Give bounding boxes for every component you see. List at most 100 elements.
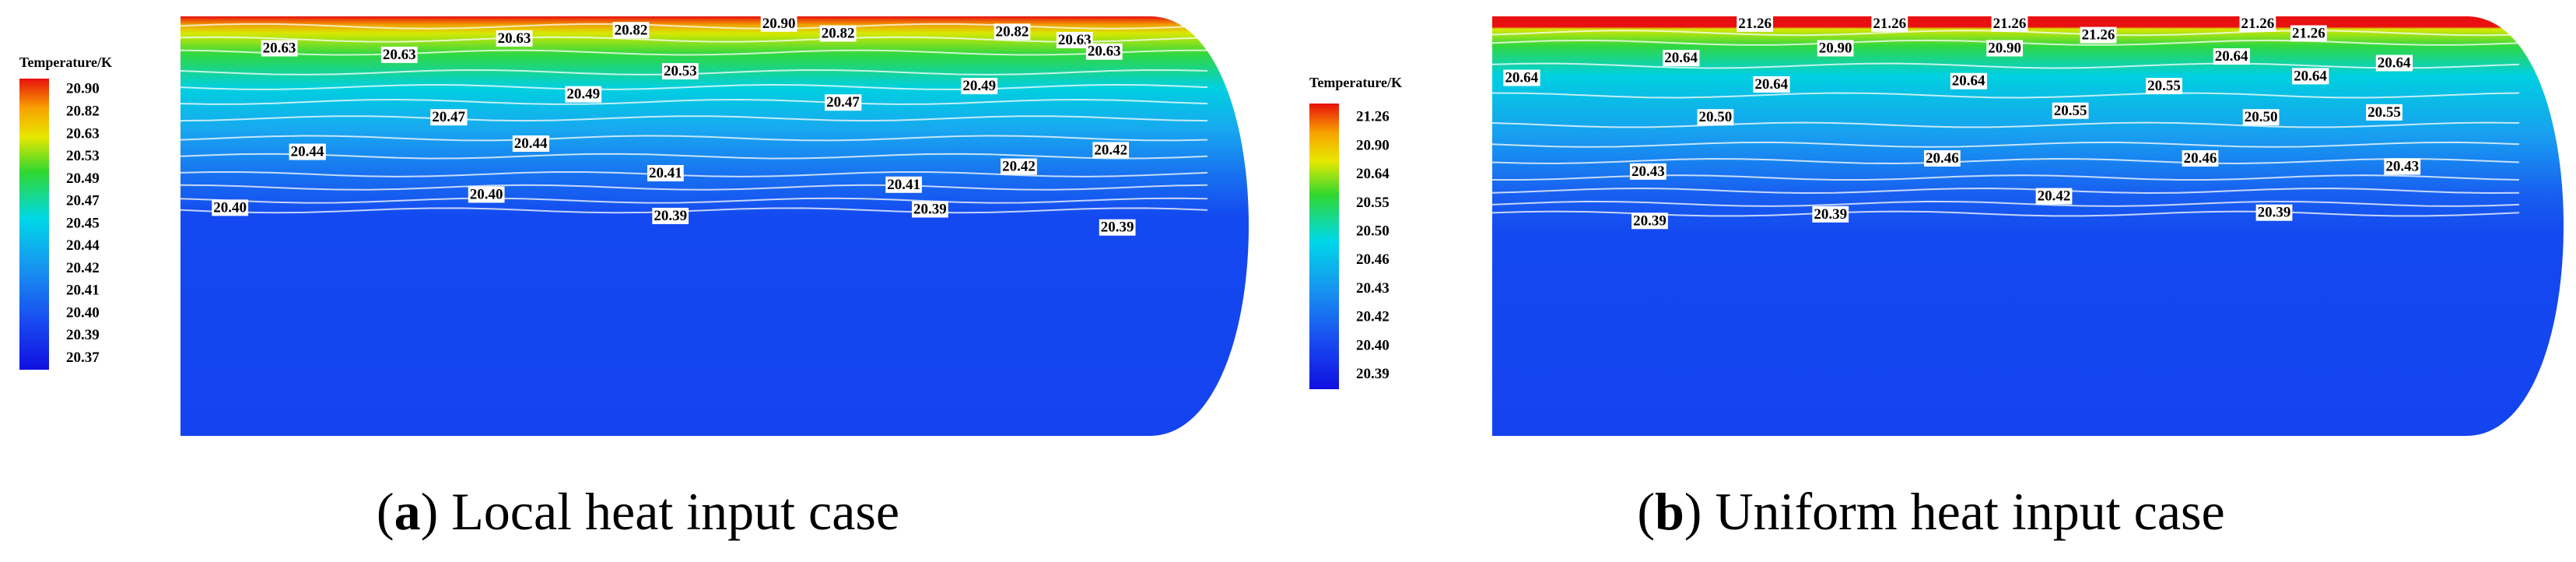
contour-label-group: 21.26 — [2290, 25, 2327, 42]
contour-label-bg — [2052, 102, 2089, 119]
contour-label-group: 20.55 — [2052, 102, 2089, 119]
contour-label-group: 20.47 — [430, 109, 468, 126]
contour-label-group: 20.64 — [2292, 68, 2329, 85]
contour-label-bg — [261, 40, 298, 57]
contour-label-group: 20.63 — [1085, 43, 1123, 60]
colorbar-tick-label: 20.47 — [66, 193, 100, 209]
contour-label: 20.82 — [996, 23, 1029, 40]
caption-part: ( — [377, 482, 394, 541]
colorbar-tick-label: 20.41 — [66, 283, 100, 299]
contour-label: 20.63 — [263, 40, 296, 56]
contour-label-group: 20.46 — [2182, 149, 2219, 167]
contour-label-bg — [652, 207, 689, 224]
colorbar-a — [19, 79, 49, 370]
contour-label-bg — [1092, 142, 1130, 159]
contour-line — [180, 49, 1208, 56]
contour-label-group: 21.26 — [2080, 26, 2117, 44]
contour-label-bg — [1001, 158, 1037, 175]
contour-line — [180, 36, 1208, 43]
contour-label: 21.26 — [2292, 25, 2325, 41]
contour-label-bg — [1085, 43, 1123, 60]
contour-label-bg — [647, 165, 684, 182]
colorbar-tick-label: 20.90 — [66, 81, 100, 97]
contour-label: 20.49 — [566, 86, 600, 103]
contour-label-group: 20.39 — [1099, 219, 1136, 236]
contour-label: 20.41 — [649, 165, 682, 181]
contour-label: 20.40 — [470, 186, 503, 202]
contour-label-bg — [430, 109, 468, 126]
tank-contour-b — [1492, 16, 2564, 436]
colorbar-b — [1309, 104, 1339, 389]
contour-line — [180, 135, 1208, 142]
contour-label: 20.39 — [2258, 205, 2291, 221]
contour-label: 20.39 — [1101, 220, 1134, 236]
contour-label-bg — [1697, 109, 1734, 126]
contour-line — [180, 153, 1208, 160]
contour-label-group: 20.63 — [496, 30, 533, 47]
colorbar-tick-label: 20.90 — [1356, 137, 1390, 153]
colorbar-tick-label: 20.42 — [1356, 309, 1390, 325]
colorbar-tick-label: 20.53 — [66, 148, 100, 164]
contour-label: 20.64 — [2378, 55, 2411, 72]
contour-label-bg — [2375, 54, 2413, 72]
contour-label-bg — [2292, 68, 2329, 85]
contour-label-group: 20.41 — [885, 176, 922, 193]
contour-label-bg — [2242, 109, 2280, 126]
contour-label-bg — [1871, 15, 1908, 32]
contour-label-group: 20.40 — [468, 186, 505, 203]
contour-label-bg — [565, 86, 602, 103]
contour-label-bg — [1631, 213, 1668, 230]
contour-label: 20.50 — [2245, 109, 2278, 125]
contour-label: 21.26 — [1738, 16, 1772, 32]
contour-label-group: 20.42 — [1092, 142, 1130, 159]
colorbar-tick-label: 20.82 — [66, 104, 100, 120]
contour-label: 20.55 — [2147, 78, 2181, 94]
contour-label: 20.55 — [2367, 104, 2401, 121]
contour-label: 20.53 — [664, 63, 697, 79]
contour-label-group: 21.26 — [1991, 15, 2028, 32]
contour-label-group: 20.64 — [2375, 54, 2413, 72]
caption-part: ( — [1637, 482, 1655, 541]
contour-label: 20.63 — [498, 30, 531, 47]
colorbar-title: Temperature/K — [1309, 75, 1402, 90]
colorbar-title: Temperature/K — [19, 54, 112, 70]
contour-label-bg — [2213, 48, 2250, 65]
contour-line — [180, 83, 1208, 90]
contour-label-group: 20.90 — [1986, 40, 2024, 57]
contour-label-bg — [1986, 40, 2024, 57]
contour-label-bg — [2384, 158, 2421, 175]
contour-label-bg — [512, 135, 550, 152]
contour-label-group: 20.82 — [819, 25, 857, 42]
contour-label-bg — [1753, 76, 1790, 93]
contour-label-bg — [2182, 149, 2219, 167]
contour-label: 20.44 — [514, 135, 548, 152]
contour-line — [180, 23, 1208, 30]
contour-label-group: 20.63 — [261, 40, 298, 57]
contour-label-group: 20.44 — [289, 143, 326, 160]
contour-label: 20.63 — [1088, 44, 1121, 60]
contour-label-group: 20.53 — [661, 63, 699, 80]
colorbar-tick-label: 20.39 — [66, 327, 100, 343]
contour-label-group: 20.64 — [1503, 69, 1540, 86]
contour-label-group: 20.64 — [1950, 72, 1988, 90]
contour-label: 20.39 — [654, 208, 687, 224]
contour-line — [180, 184, 1208, 191]
colorbar-tick-label: 20.45 — [66, 215, 100, 231]
contour-label-group: 20.50 — [1697, 109, 1734, 126]
caption: (b) Uniform heat input case — [1637, 482, 2224, 541]
contour-label-bg — [289, 143, 326, 160]
contour-label-bg — [380, 46, 418, 63]
contour-line — [1491, 92, 2520, 99]
contour-label-bg — [1099, 219, 1136, 236]
contour-label-group: 21.26 — [1737, 15, 1773, 32]
contour-label: 20.46 — [2184, 150, 2217, 167]
contour-label-group: 20.49 — [961, 78, 998, 95]
contour-label-group: 20.64 — [1753, 76, 1790, 93]
caption-part: b — [1655, 482, 1684, 541]
contour-label-group: 20.39 — [912, 201, 948, 218]
contour-line — [1491, 200, 2520, 207]
contour-label-group: 20.82 — [612, 22, 650, 39]
contour-label-bg — [661, 63, 699, 80]
contour-label: 20.47 — [826, 94, 860, 111]
contour-label: 20.49 — [962, 78, 996, 94]
